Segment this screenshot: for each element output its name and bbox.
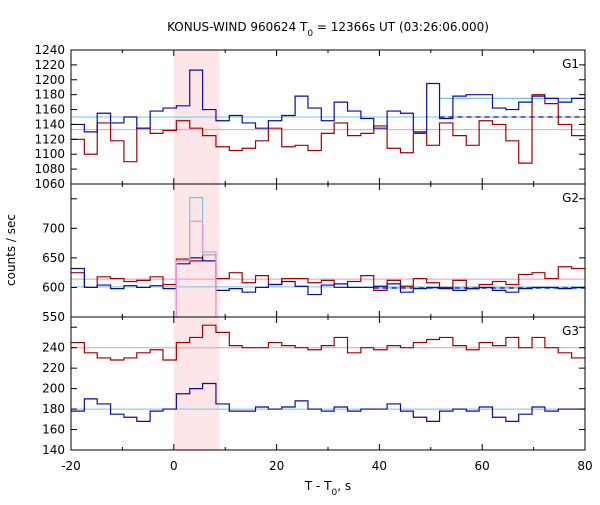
x-axis-label-main: T - T [304, 479, 332, 493]
series-layer [71, 69, 585, 422]
panel-label-g1: G1 [562, 57, 579, 71]
y-tick-label: 160 [42, 423, 65, 437]
y-tick-label: 240 [42, 341, 65, 355]
y-tick-label: 140 [42, 443, 65, 457]
series-g2-4-histogram [175, 220, 217, 317]
y-tick-label: 700 [42, 221, 65, 235]
x-tick-label: 60 [475, 459, 490, 473]
series-g2-2-histogram [71, 257, 585, 296]
y-tick-label: 1180 [34, 88, 65, 102]
chart-title: KONUS-WIND 960624 T0 = 12366s UT (03:26:… [167, 20, 489, 39]
x-tick-label: 0 [170, 459, 178, 473]
y-tick-label: 220 [42, 361, 65, 375]
y-tick-label: 1060 [34, 177, 65, 191]
series-g3-2-histogram [71, 382, 585, 422]
y-tick-label: 1220 [34, 58, 65, 72]
y-tick-label: 1140 [34, 117, 65, 131]
ticks-layer [70, 49, 586, 451]
x-tick-label: 20 [269, 459, 284, 473]
x-tick-label: 80 [577, 459, 592, 473]
y-tick-label: 1160 [34, 103, 65, 117]
y-tick-label: 1120 [34, 132, 65, 146]
chart-title-main: KONUS-WIND 960624 T [167, 20, 308, 34]
x-axis-label-subscript: 0 [332, 488, 338, 498]
y-axis-label: counts / sec [4, 214, 18, 286]
series-g2-1-histogram [71, 254, 585, 291]
chart-title-rest: = 12366s UT (03:26:06.000) [313, 20, 489, 34]
series-g3-1-histogram [71, 324, 585, 361]
x-axis-label: T - T0, s [304, 479, 351, 498]
y-tick-label: 1240 [34, 43, 65, 57]
x-tick-label: 40 [372, 459, 387, 473]
y-tick-label: 1080 [34, 162, 65, 176]
y-tick-label: 550 [42, 310, 65, 324]
x-tick-label: -20 [61, 459, 81, 473]
panel-frame-g2 [70, 183, 586, 318]
text-layer: KONUS-WIND 960624 T0 = 12366s UT (03:26:… [4, 20, 593, 498]
y-tick-label: 650 [42, 251, 65, 265]
y-tick-label: 200 [42, 382, 65, 396]
panel-label-g2: G2 [562, 191, 579, 205]
series-g1-2-histogram [71, 69, 585, 133]
y-tick-label: 1200 [34, 73, 65, 87]
x-axis-label-rest: , s [337, 479, 351, 493]
y-tick-label: 180 [42, 402, 65, 416]
series-g1-1-histogram [71, 94, 585, 164]
panel-label-g3: G3 [562, 324, 579, 338]
y-tick-label: 600 [42, 280, 65, 294]
y-tick-label: 1100 [34, 147, 65, 161]
chart-title-subscript: 0 [307, 29, 313, 39]
